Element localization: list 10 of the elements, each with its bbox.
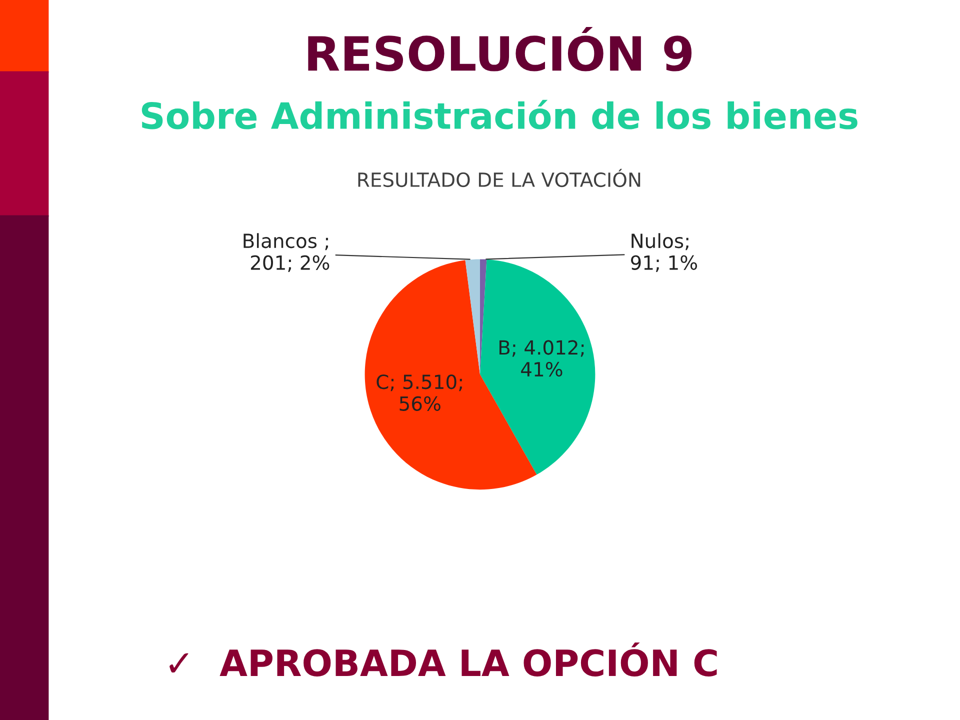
chart-title: RESOLUCIÓN 9 bbox=[308, 26, 692, 72]
slice-label: B; 4.012; 41% bbox=[499, 340, 584, 377]
slice-label: Blancos ; 201; 2% bbox=[244, 233, 330, 272]
pie-slice bbox=[480, 259, 596, 475]
slice-label: Nulos; 91; 1% bbox=[630, 233, 698, 272]
pie-slice bbox=[465, 259, 480, 374]
chart-subtitle: Sobre Administración de los bienes bbox=[142, 100, 858, 130]
text: RESULTADO DE LA VOTACIÓN bbox=[358, 168, 640, 188]
slice-label: C; 5.510; 56% bbox=[376, 374, 462, 411]
text: ✓ APROBADA LA OPCIÓN C bbox=[170, 642, 717, 676]
